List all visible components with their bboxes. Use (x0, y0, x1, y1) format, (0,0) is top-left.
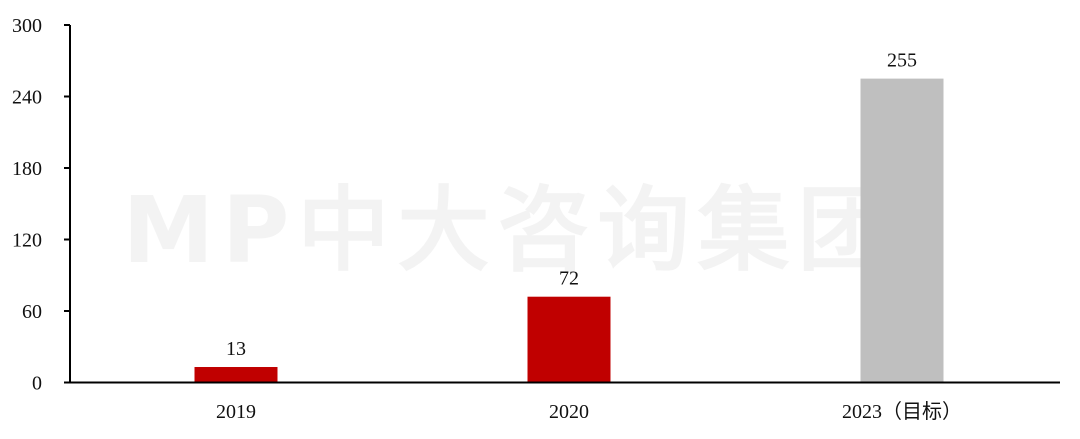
y-tick-label: 240 (12, 87, 42, 109)
bar-3 (860, 78, 944, 383)
y-tick-label: 0 (32, 373, 42, 395)
x-tick-label: 2019 (216, 401, 256, 423)
bar-2 (527, 296, 611, 383)
y-tick-label: 60 (22, 301, 42, 323)
watermark: MP中大咨询集团 (123, 177, 898, 284)
data-label: 72 (559, 268, 579, 290)
y-tick-label: 120 (12, 230, 42, 252)
y-tick-label: 180 (12, 158, 42, 180)
bar-1 (194, 367, 278, 383)
data-label: 255 (887, 50, 917, 72)
y-tick-label: 300 (12, 15, 42, 37)
x-tick-label: 2023（目标） (842, 400, 962, 423)
x-tick-label: 2020 (549, 401, 589, 423)
data-label: 13 (226, 338, 246, 360)
